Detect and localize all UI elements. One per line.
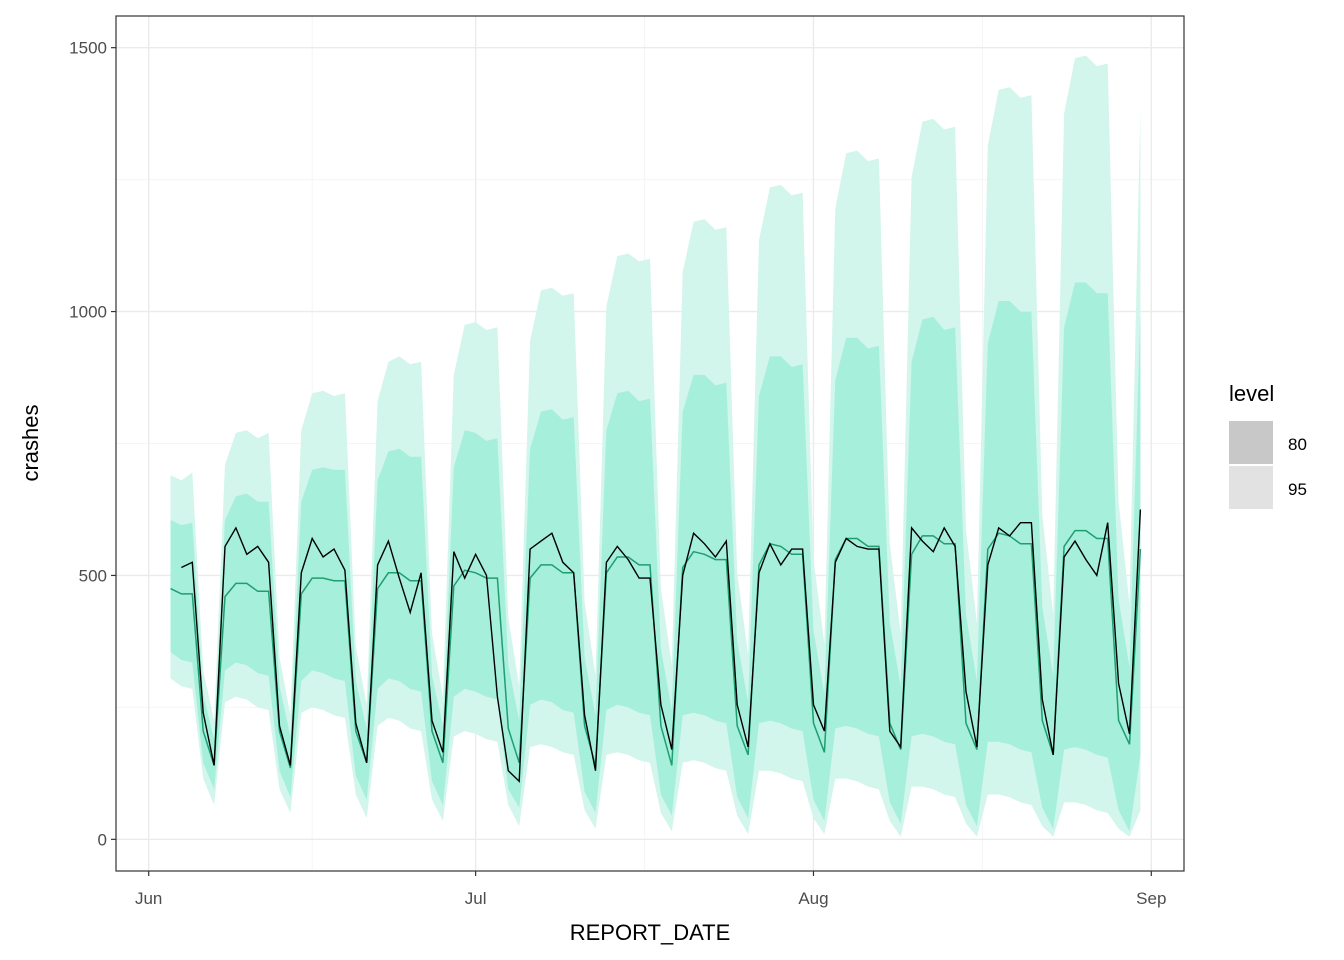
legend-key-95	[1229, 466, 1273, 509]
legend-label-95: 95	[1288, 480, 1307, 499]
x-axis-title: REPORT_DATE	[570, 920, 731, 945]
legend-key-80	[1229, 421, 1273, 464]
x-tick-label: Jul	[465, 889, 487, 908]
y-tick-label: 1500	[69, 39, 107, 58]
y-axis-title: crashes	[18, 404, 43, 481]
grid-major	[116, 16, 1184, 871]
y-tick-label: 0	[98, 830, 107, 849]
band-80	[170, 282, 1141, 832]
x-tick-label: Sep	[1136, 889, 1166, 908]
x-tick-label: Aug	[798, 889, 828, 908]
series-lines	[170, 509, 1142, 783]
legend-title: level	[1229, 381, 1274, 406]
x-axis: Jun Jul Aug Sep	[135, 871, 1166, 908]
legend-label-80: 80	[1288, 435, 1307, 454]
y-axis: 0 500 1000 1500	[69, 39, 116, 849]
y-tick-label: 1000	[69, 303, 107, 322]
y-tick-label: 500	[79, 566, 107, 585]
confidence-bands	[170, 55, 1141, 837]
x-tick-label: Jun	[135, 889, 162, 908]
actual-line	[181, 509, 1142, 783]
panel-border	[115, 15, 1185, 872]
legend: level 80 95	[1229, 381, 1307, 509]
